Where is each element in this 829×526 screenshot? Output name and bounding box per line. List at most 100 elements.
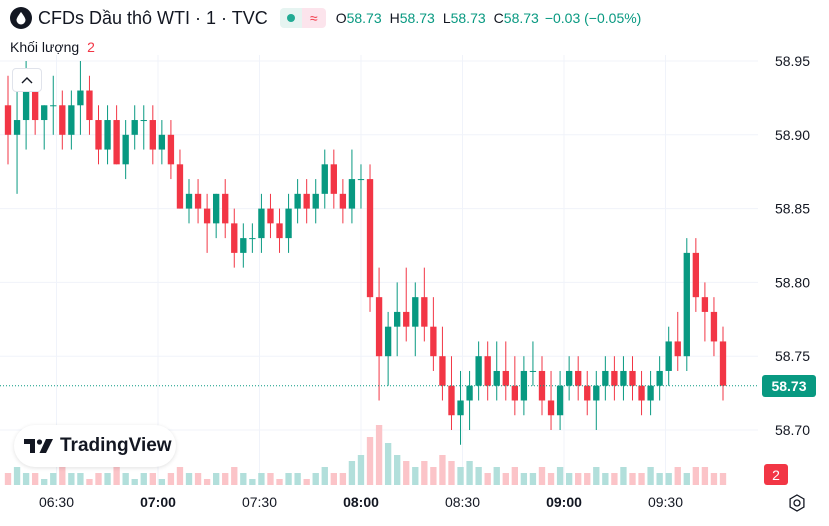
drop-icon — [10, 7, 32, 29]
collapse-legend-button[interactable] — [12, 68, 42, 92]
candle-body — [194, 193, 202, 209]
volume-bar — [412, 467, 419, 485]
volume-bar — [484, 473, 491, 485]
candle-body — [565, 370, 573, 386]
ohlc-close: C58.73 — [493, 10, 539, 26]
candle-body — [294, 193, 301, 209]
volume-bar — [13, 467, 21, 485]
candle-body — [95, 120, 102, 150]
volume-bar — [122, 473, 129, 485]
candle-body — [493, 370, 500, 386]
volume-bar — [556, 467, 564, 485]
tradingview-logo-text: TradingView — [60, 435, 172, 456]
volume-bar — [538, 467, 546, 485]
candle-body — [203, 208, 211, 224]
volume-bar — [113, 467, 120, 485]
time-axis[interactable]: 06:30 07:00 07:30 08:00 08:30 09:00 09:30 — [39, 494, 683, 510]
chart-settings-button[interactable] — [785, 491, 809, 515]
market-status[interactable]: ≈ — [279, 8, 326, 28]
volume-legend-name: Khối lượng — [10, 39, 80, 55]
candle-body — [556, 385, 564, 416]
volume-bar — [683, 473, 690, 485]
candle-body — [674, 341, 681, 357]
candle-body — [131, 120, 138, 135]
ohlc-open: O58.73 — [335, 10, 382, 26]
volume-bar — [176, 467, 184, 485]
candle-body — [629, 370, 636, 386]
volume-bar — [593, 467, 600, 485]
volume-bar — [611, 473, 618, 485]
volume-bar — [312, 473, 319, 485]
volume-bar — [584, 473, 591, 485]
ohlc-high: H58.73 — [389, 10, 435, 26]
volume-bar — [520, 473, 528, 485]
candle-body — [77, 90, 84, 106]
volume-legend[interactable]: Khối lượng 2 — [10, 39, 95, 55]
volume-bar — [339, 473, 347, 485]
candle-body — [538, 370, 546, 401]
x-tick-label: 07:00 — [140, 494, 176, 510]
volume-bar — [466, 461, 473, 485]
y-tick-label: 58.95 — [775, 53, 810, 69]
candle-body — [701, 297, 709, 312]
candle-body — [212, 193, 220, 224]
y-tick-label: 58.90 — [775, 127, 810, 143]
volume-bar — [258, 473, 265, 485]
volume-bar — [620, 467, 627, 485]
volume-bar — [22, 473, 30, 485]
volume-bar — [647, 467, 654, 485]
volume-bar — [421, 461, 428, 485]
candle-body — [484, 356, 491, 386]
tradingview-logo[interactable]: TradingView — [14, 425, 176, 467]
y-tick-label: 58.80 — [775, 274, 810, 290]
y-tick-label: 58.85 — [775, 201, 810, 217]
symbol-title[interactable]: CFDs Dầu thô WTI · 1 · TVC — [38, 7, 268, 28]
volume-bar — [285, 473, 292, 485]
candle-body — [122, 134, 129, 165]
candle-body — [68, 105, 75, 135]
volume-bar — [457, 467, 464, 485]
legend-header: CFDs Dầu thô WTI · 1 · TVC ≈ O58.73 H58.… — [0, 0, 829, 36]
candle-body — [375, 297, 383, 357]
candle-body — [249, 238, 256, 240]
market-open-indicator — [279, 8, 302, 28]
volume-bar — [31, 473, 39, 485]
candle-body — [276, 223, 283, 239]
tradingview-logo-icon — [24, 439, 53, 453]
candle-body — [502, 370, 509, 386]
volume-bar — [249, 479, 256, 485]
price-axis[interactable]: 58.70 58.75 58.80 58.85 58.90 58.95 — [775, 53, 810, 438]
volume-bar — [50, 473, 57, 485]
candle-body — [366, 179, 374, 298]
candle-body — [50, 105, 57, 107]
volume-bar — [430, 467, 437, 485]
volume-bar — [212, 473, 220, 485]
candle-body — [321, 164, 328, 194]
candle-body — [357, 179, 365, 181]
volume-bar — [565, 473, 573, 485]
candle-body — [421, 297, 428, 327]
candle-body — [267, 208, 274, 224]
delayed-data-icon: ≈ — [301, 8, 326, 28]
ohlc-values: O58.73 H58.73 L58.73 C58.73 — [336, 10, 539, 26]
x-tick-label: 09:00 — [546, 494, 582, 510]
candle-body — [158, 134, 166, 150]
candle-body — [4, 105, 12, 135]
volume-bar — [158, 479, 166, 485]
ohlc-low: L58.73 — [442, 10, 486, 26]
status-dot-icon — [286, 14, 295, 22]
volume-bar — [575, 473, 582, 485]
x-tick-label: 07:30 — [242, 494, 277, 510]
volume-bar — [674, 467, 681, 485]
candle-body — [394, 311, 401, 327]
volume-bar — [294, 473, 301, 485]
candle-body — [59, 105, 66, 135]
candle-body — [611, 370, 618, 386]
volume-bar — [203, 479, 211, 485]
candle-body — [466, 385, 473, 401]
gear-icon — [789, 494, 805, 512]
volume-bar — [95, 473, 102, 485]
volume-bar — [4, 473, 12, 485]
